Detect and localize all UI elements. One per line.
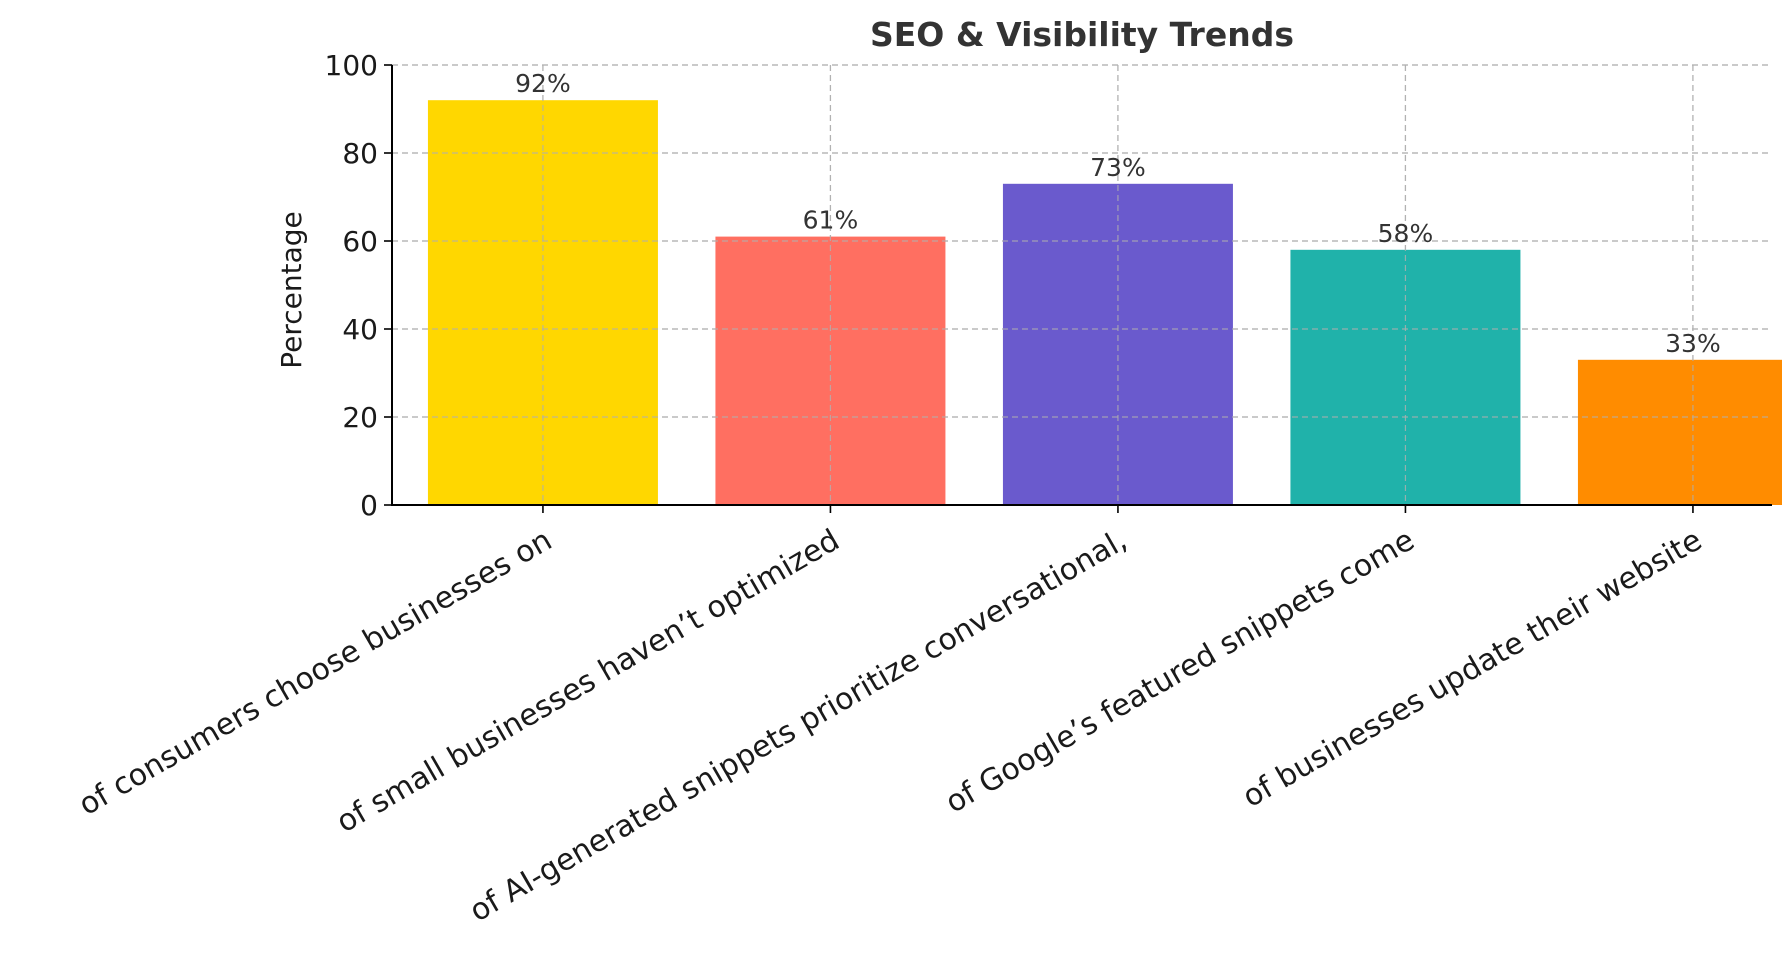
x-tick-label: of small businesses haven’t optimized [331, 523, 846, 840]
y-tick-label: 40 [342, 313, 378, 346]
bar-value-label: 92% [515, 69, 571, 98]
y-tick-label: 80 [342, 137, 378, 170]
y-tick-label: 20 [342, 401, 378, 434]
y-tick-label: 100 [325, 49, 378, 82]
x-tick-label: of AI-generated snippets prioritize conv… [464, 523, 1133, 929]
bar-value-label: 58% [1378, 219, 1434, 248]
bar-value-label: 33% [1665, 329, 1721, 358]
bar-value-label: 61% [803, 206, 859, 235]
bar [1577, 359, 1782, 505]
x-tick-label: of Google’s featured snippets come [940, 523, 1421, 821]
x-tick-label: of consumers choose businesses on [73, 523, 558, 823]
bar-value-label: 73% [1090, 153, 1146, 182]
x-tick-label: of businesses update their website [1237, 523, 1708, 815]
y-tick-label: 60 [342, 225, 378, 258]
chart-title: SEO & Visibility Trends [870, 15, 1294, 54]
y-tick-label: 0 [360, 489, 378, 522]
y-axis-label: Percentage [275, 211, 308, 369]
data-labels: 92% 61% 73% 58% 33% [392, 64, 1772, 505]
